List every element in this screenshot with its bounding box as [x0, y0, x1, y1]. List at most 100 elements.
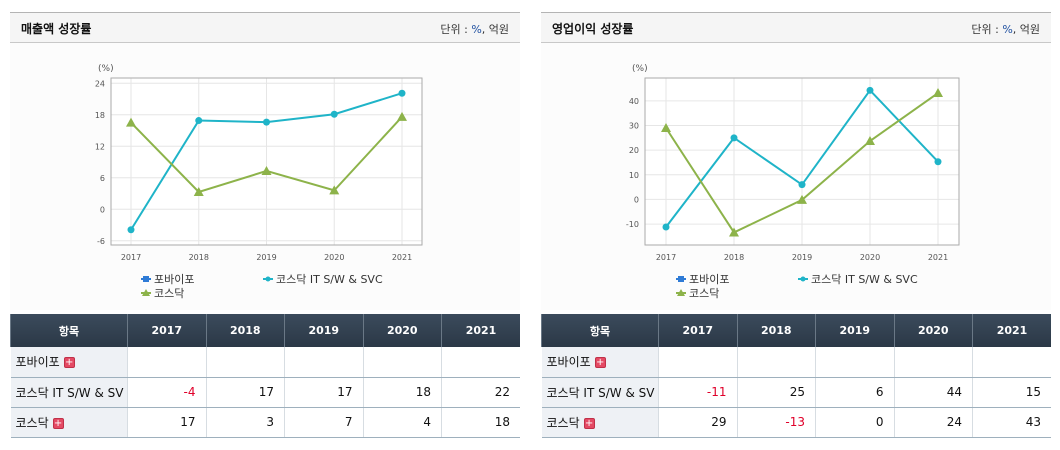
column-header-year: 2020 — [362, 314, 442, 347]
table-cell: 17 — [127, 407, 206, 438]
data-point — [126, 117, 136, 127]
data-point — [934, 158, 942, 166]
table-cell: 24 — [893, 407, 973, 438]
x-tick-label: 2017 — [656, 253, 676, 262]
table-cell: 25 — [736, 377, 816, 408]
column-header-year: 2018 — [736, 314, 816, 347]
table-header-row: 항목 2017 2018 2019 2020 2021 — [10, 314, 520, 347]
data-point — [661, 123, 671, 133]
y-tick-label: 12 — [95, 142, 105, 151]
row-label: 코스닥 IT S/W & SV — [541, 377, 659, 408]
column-header-year: 2021 — [972, 314, 1051, 347]
table-header-row: 항목 2017 2018 2019 2020 2021 — [541, 314, 1051, 347]
y-tick-label: -10 — [626, 220, 639, 229]
unit-label: 단위 : %, 억원 — [971, 23, 1040, 36]
legend-marker — [143, 276, 149, 282]
legend-label: 포바이포 — [154, 273, 194, 286]
table-cell — [815, 347, 894, 378]
panel-header: 매출액 성장률 단위 : %, 억원 — [10, 12, 520, 43]
data-point — [397, 111, 407, 121]
table-row: 코스닥 IT S/W & SV -11 25 6 44 15 — [541, 377, 1051, 408]
table-cell: 18 — [362, 377, 442, 408]
data-point — [261, 165, 272, 175]
y-tick-label: -6 — [97, 237, 105, 246]
legend-label: 코스닥 IT S/W & SVC — [811, 273, 918, 286]
table-cell: 15 — [972, 377, 1051, 408]
column-header-year: 2017 — [127, 314, 206, 347]
table-cell: -4 — [127, 377, 206, 408]
column-header-year: 2019 — [284, 314, 363, 347]
column-header-year: 2020 — [893, 314, 973, 347]
data-point — [398, 89, 406, 97]
table-cell — [893, 347, 973, 378]
expand-plus-icon[interactable]: + — [52, 417, 64, 429]
table-cell: -11 — [658, 377, 737, 408]
table-cell — [972, 347, 1051, 378]
plot-border — [644, 77, 960, 246]
data-point — [330, 110, 338, 118]
data-table: 항목 2017 2018 2019 2020 2021 포바이포 + 코스닥 IT S/W & … — [10, 314, 520, 438]
legend-marker — [142, 289, 150, 296]
table-cell: 22 — [441, 377, 520, 408]
y-tick-label: 20 — [629, 146, 639, 155]
row-label: 코스닥 + — [10, 407, 128, 438]
data-table: 항목 2017 2018 2019 2020 2021 포바이포 + 코스닥 IT S/W & … — [541, 314, 1051, 438]
table-cell: 6 — [815, 377, 894, 408]
data-point — [730, 134, 738, 142]
panel-title: 매출액 성장률 — [21, 22, 92, 36]
data-point — [797, 194, 807, 204]
y-tick-label: 0 — [100, 205, 105, 214]
table-cell: 17 — [284, 377, 363, 408]
data-point — [865, 136, 875, 146]
y-tick-label: 10 — [629, 171, 639, 180]
table-cell: 4 — [362, 407, 442, 438]
column-header: 항목 — [10, 314, 128, 347]
y-tick-label: 6 — [100, 174, 105, 183]
x-tick-label: 2020 — [860, 253, 880, 262]
table-cell: 7 — [284, 407, 363, 438]
data-point — [866, 86, 874, 94]
row-label: 코스닥 IT S/W & SV — [10, 377, 128, 408]
table-cell — [441, 347, 520, 378]
row-label: 포바이포 + — [10, 347, 128, 378]
data-point — [329, 185, 340, 195]
legend-marker — [678, 276, 684, 282]
table-cell — [284, 347, 363, 378]
table-row: 코스닥 IT S/W & SV -4 17 17 18 22 — [10, 377, 520, 408]
x-tick-label: 2021 — [928, 253, 948, 262]
expand-plus-icon[interactable]: + — [63, 357, 75, 369]
column-header-year: 2021 — [441, 314, 520, 347]
column-header-year: 2017 — [658, 314, 737, 347]
data-point — [127, 226, 135, 234]
table-cell: 3 — [205, 407, 285, 438]
data-point — [662, 223, 670, 231]
table-cell — [205, 347, 285, 378]
table-cell: 18 — [441, 407, 520, 438]
legend-marker — [677, 289, 685, 296]
plot-border — [110, 77, 423, 246]
table-row: 코스닥 +17 3 7 4 18 — [10, 407, 520, 438]
x-tick-label: 2018 — [189, 253, 209, 262]
table-cell: 17 — [205, 377, 285, 408]
legend-label: 코스닥 — [154, 287, 184, 300]
data-point — [933, 88, 943, 98]
x-tick-label: 2019 — [256, 253, 276, 262]
expand-plus-icon[interactable]: + — [594, 357, 606, 369]
y-tick-label: 18 — [95, 111, 105, 120]
table-cell: -13 — [736, 407, 816, 438]
legend-label: 코스닥 IT S/W & SVC — [276, 273, 383, 286]
x-tick-label: 2019 — [792, 253, 812, 262]
data-point — [798, 181, 806, 189]
y-tick-label: 24 — [95, 79, 105, 88]
panel-header: 영업이익 성장률 단위 : %, 억원 — [541, 12, 1051, 43]
panel-title: 영업이익 성장률 — [552, 22, 634, 36]
data-point — [729, 227, 739, 237]
expand-plus-icon[interactable]: + — [583, 417, 595, 429]
table-cell — [658, 347, 737, 378]
x-tick-label: 2020 — [324, 253, 344, 262]
x-tick-label: 2017 — [121, 253, 141, 262]
legend-label: 포바이포 — [689, 273, 729, 286]
legend-marker — [800, 276, 806, 282]
